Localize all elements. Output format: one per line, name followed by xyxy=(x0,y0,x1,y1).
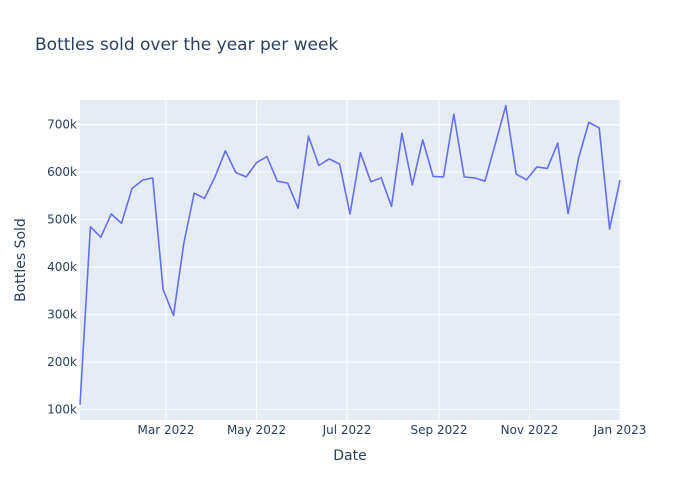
data-point[interactable] xyxy=(295,205,301,211)
data-point[interactable] xyxy=(472,175,478,181)
data-point[interactable] xyxy=(586,119,592,125)
x-tick-label: May 2022 xyxy=(227,423,286,437)
data-point[interactable] xyxy=(420,137,426,143)
data-point[interactable] xyxy=(544,165,550,171)
data-point[interactable] xyxy=(607,226,613,232)
data-point[interactable] xyxy=(139,177,145,183)
data-point[interactable] xyxy=(233,170,239,176)
data-point[interactable] xyxy=(617,177,623,183)
y-tick-label: 600k xyxy=(47,165,77,179)
data-point[interactable] xyxy=(254,160,260,166)
y-tick-label: 300k xyxy=(47,308,77,322)
data-point[interactable] xyxy=(575,155,581,161)
data-point[interactable] xyxy=(202,195,208,201)
data-point[interactable] xyxy=(316,163,322,169)
data-point[interactable] xyxy=(243,174,249,180)
data-point[interactable] xyxy=(368,179,374,185)
y-tick-label: 400k xyxy=(47,260,77,274)
data-point[interactable] xyxy=(378,175,384,181)
data-point[interactable] xyxy=(513,171,519,177)
series-line xyxy=(79,104,621,405)
data-point[interactable] xyxy=(451,111,457,117)
data-point[interactable] xyxy=(440,174,446,180)
data-point[interactable] xyxy=(347,211,353,217)
x-tick-label: Jan 2023 xyxy=(593,423,647,437)
data-point[interactable] xyxy=(389,203,395,209)
data-point[interactable] xyxy=(160,286,166,292)
x-axis-title: Date xyxy=(333,448,366,464)
data-point[interactable] xyxy=(565,210,571,216)
data-point[interactable] xyxy=(274,178,280,184)
data-point[interactable] xyxy=(222,148,228,154)
data-point[interactable] xyxy=(337,161,343,167)
data-point[interactable] xyxy=(212,174,218,180)
x-tick-label: Nov 2022 xyxy=(501,423,559,437)
chart-title: Bottles sold over the year per week xyxy=(35,35,338,55)
data-point[interactable] xyxy=(534,164,540,170)
data-point[interactable] xyxy=(108,211,114,217)
data-point[interactable] xyxy=(77,402,83,408)
data-point[interactable] xyxy=(150,175,156,181)
x-tick-label: Mar 2022 xyxy=(138,423,195,437)
data-point[interactable] xyxy=(409,182,415,188)
y-tick-label: 100k xyxy=(47,403,77,417)
data-point[interactable] xyxy=(482,178,488,184)
x-tick-label: Sep 2022 xyxy=(411,423,468,437)
data-point[interactable] xyxy=(129,186,135,192)
data-point[interactable] xyxy=(503,103,509,109)
data-point[interactable] xyxy=(264,153,270,159)
y-tick-label: 500k xyxy=(47,213,77,227)
data-point[interactable] xyxy=(87,224,93,230)
data-point[interactable] xyxy=(524,177,530,183)
data-point[interactable] xyxy=(596,125,602,131)
data-point[interactable] xyxy=(357,150,363,156)
data-point[interactable] xyxy=(461,174,467,180)
data-point[interactable] xyxy=(326,156,332,162)
data-point[interactable] xyxy=(305,133,311,139)
x-tick-label: Jul 2022 xyxy=(322,423,372,437)
y-tick-label: 200k xyxy=(47,355,77,369)
data-point[interactable] xyxy=(119,220,125,226)
y-tick-label: 700k xyxy=(47,118,77,132)
y-axis-title: Bottles Sold xyxy=(13,218,29,302)
data-point[interactable] xyxy=(170,313,176,319)
data-point[interactable] xyxy=(285,180,291,186)
data-point[interactable] xyxy=(191,190,197,196)
data-point[interactable] xyxy=(98,234,104,240)
data-point[interactable] xyxy=(181,240,187,246)
data-point[interactable] xyxy=(399,130,405,136)
data-point[interactable] xyxy=(555,140,561,146)
data-point[interactable] xyxy=(430,173,436,179)
